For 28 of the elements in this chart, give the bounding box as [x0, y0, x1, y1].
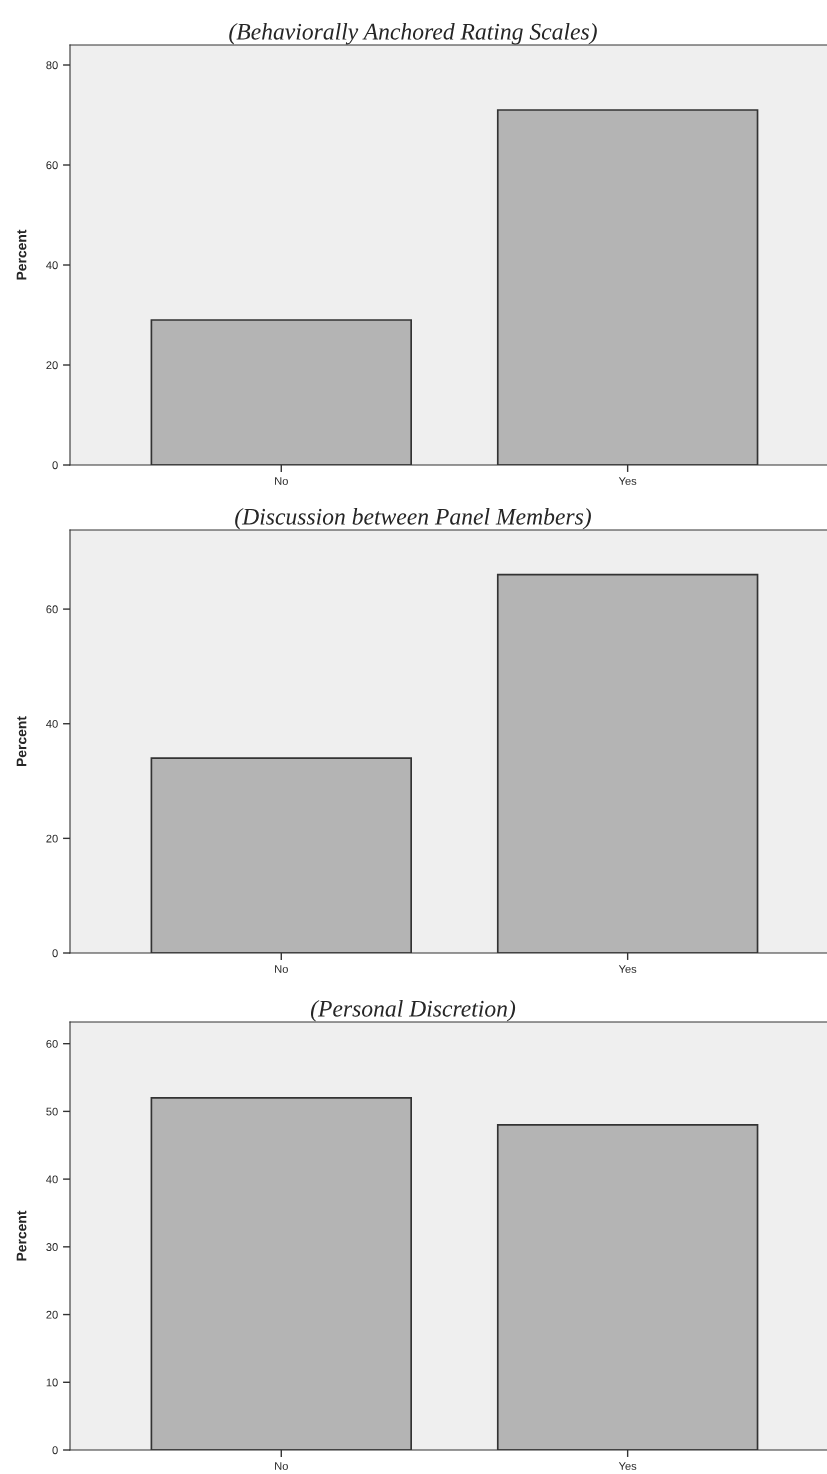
x-tick-label: Yes [618, 965, 637, 973]
chart-title: (Behaviorally Anchored Rating Scales) [229, 23, 597, 45]
y-tick-label: 20 [46, 361, 58, 370]
y-tick-label: 40 [46, 720, 58, 728]
y-tick-label: 80 [46, 61, 58, 70]
y-tick-label: 10 [46, 1378, 58, 1387]
y-tick-label: 60 [46, 1039, 58, 1048]
y-tick-label: 20 [46, 1310, 58, 1319]
y-tick-label: 30 [46, 1243, 58, 1251]
y-tick-label: 20 [46, 834, 58, 843]
y-tick-label: 60 [46, 605, 58, 614]
x-tick-label: Yes [618, 1462, 637, 1470]
x-tick-label: No [275, 1462, 288, 1470]
y-tick-label: 0 [52, 1446, 58, 1455]
y-tick-label: 40 [46, 261, 58, 270]
x-tick-label: No [275, 965, 288, 973]
y-tick-label: 0 [52, 949, 58, 958]
y-tick-label: 0 [52, 461, 58, 470]
x-tick-label: No [275, 477, 288, 485]
y-tick-label: 60 [46, 161, 58, 170]
x-tick-label: Yes [618, 477, 637, 485]
y-axis-title: Percent [16, 716, 27, 767]
y-tick-label: 40 [46, 1175, 58, 1184]
chart-title: (Personal Discretion) [310, 1000, 516, 1022]
y-axis-title: Percent [16, 1210, 27, 1261]
chart-title: (Discussion between Panel Members) [235, 508, 591, 530]
y-axis-title: Percent [16, 229, 27, 280]
y-tick-label: 50 [46, 1107, 58, 1116]
